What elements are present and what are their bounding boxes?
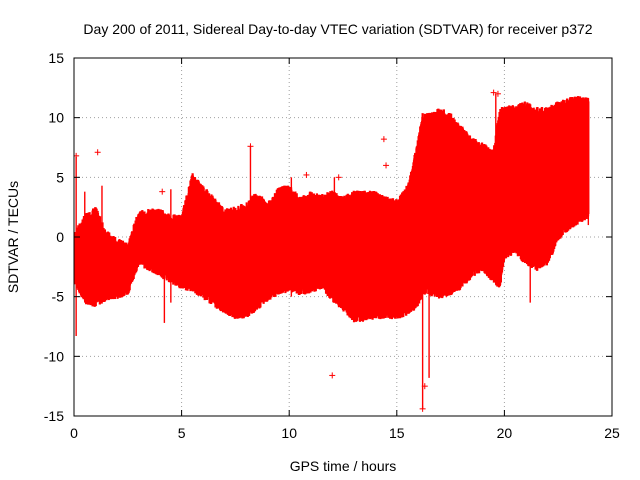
- data-point-marker: [419, 405, 426, 412]
- x-tick-label: 20: [497, 425, 513, 441]
- data-point-marker: [380, 136, 387, 143]
- x-tick-label: 10: [281, 425, 297, 441]
- x-axis-label: GPS time / hours: [290, 458, 397, 474]
- y-tick-label: -15: [44, 408, 64, 424]
- axis-tick-labels: 0 5 10 15 20 25 -15 -10 -5 0 5 10 15: [44, 50, 620, 441]
- plot-area: [74, 89, 590, 412]
- data-point-marker: [494, 90, 501, 97]
- data-point-marker: [223, 303, 230, 310]
- data-point-marker: [383, 162, 390, 169]
- y-tick-label: 10: [48, 110, 64, 126]
- data-point-marker: [303, 171, 310, 178]
- y-tick-label: 0: [56, 229, 64, 245]
- x-tick-label: 0: [70, 425, 78, 441]
- chart-title: Day 200 of 2011, Sidereal Day-to-day VTE…: [83, 21, 592, 37]
- data-point-marker: [159, 188, 166, 195]
- y-axis-label: SDTVAR / TECUs: [5, 181, 21, 293]
- x-tick-label: 25: [604, 425, 620, 441]
- axis-ticks: [73, 57, 613, 417]
- data-point-marker: [329, 372, 336, 379]
- data-point-marker: [94, 149, 101, 156]
- data-point-marker: [529, 195, 536, 202]
- y-tick-label: -10: [44, 348, 64, 364]
- y-tick-label: 15: [48, 50, 64, 66]
- y-tick-label: -5: [52, 289, 65, 305]
- y-tick-label: 5: [56, 169, 64, 185]
- data-point-marker: [247, 143, 254, 150]
- x-tick-label: 5: [178, 425, 186, 441]
- data-point-marker: [421, 383, 428, 390]
- data-point-marker: [335, 174, 342, 181]
- x-tick-label: 15: [389, 425, 405, 441]
- data-point-marker: [443, 291, 450, 298]
- data-point-marker: [490, 89, 497, 96]
